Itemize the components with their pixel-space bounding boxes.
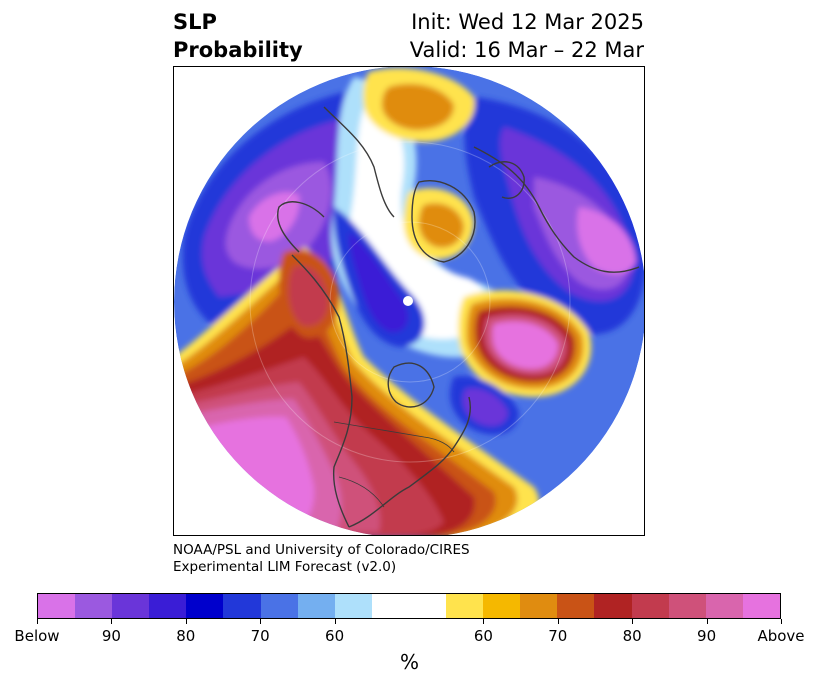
siberia-low-peak: [249, 192, 300, 242]
alaska-coast: [277, 201, 325, 253]
title-right: Init: Wed 12 Mar 2025 Valid: 16 Mar – 22…: [410, 8, 644, 64]
colorbar-tick-label: 80: [622, 627, 642, 645]
colorbar-tick: [334, 619, 336, 624]
colorbar-cell: [334, 594, 372, 618]
valid-range: Valid: 16 Mar – 22 Mar: [409, 38, 644, 62]
us-border: [333, 421, 455, 453]
colorbar-cell: [38, 594, 76, 618]
arctic-high-core: [382, 83, 454, 130]
colorbar-tick: [111, 619, 113, 624]
colorbar-tick-label: 60: [325, 627, 345, 645]
scandinavia-coast: [488, 161, 525, 199]
colorbar-cell: [408, 594, 447, 618]
title-left: SLP Probability: [173, 8, 303, 64]
mexico-border: [338, 476, 385, 508]
colorbar-tick-label: Above: [757, 627, 805, 645]
north-pole-marker: [403, 296, 413, 306]
colorbar-cell: [483, 594, 521, 618]
credit-line2: Experimental LIM Forecast (v2.0): [173, 559, 397, 575]
colorbar-tick-label: 70: [250, 627, 270, 645]
eurasia-coast: [323, 106, 395, 218]
labrador-low-core: [462, 388, 508, 427]
colorbar-unit-label: %: [399, 650, 419, 674]
credit: NOAA/PSL and University of Colorado/CIRE…: [173, 542, 470, 576]
colorbar-tick: [632, 619, 634, 624]
central-low-core: [348, 232, 409, 333]
colorbar-tick: [781, 619, 782, 624]
title-field: SLP: [173, 10, 217, 34]
colorbar-cell: [668, 594, 706, 618]
colorbar-tick: [260, 619, 262, 624]
colorbar-cell: [260, 594, 298, 618]
init-date: Init: Wed 12 Mar 2025: [411, 10, 644, 34]
colorbar-tick-label: 60: [473, 627, 493, 645]
colorbar-cell: [297, 594, 335, 618]
colorbar-tick: [706, 619, 708, 624]
atlantic-high-peak: [492, 321, 559, 369]
colorbar-cell: [557, 594, 595, 618]
colorbar-cell: [149, 594, 187, 618]
colorbar-cell: [705, 594, 743, 618]
credit-line1: NOAA/PSL and University of Colorado/CIRE…: [173, 542, 470, 558]
colorbar-tick: [557, 619, 559, 624]
pacific-high-peak: [182, 416, 315, 535]
colorbar-cell: [112, 594, 150, 618]
greenland-coast: [411, 180, 476, 263]
colorbar-cell: [186, 594, 224, 618]
title-field-subtitle: Probability: [173, 38, 303, 62]
colorbar-tick-label: 70: [548, 627, 568, 645]
colorbar-tick-label: 80: [176, 627, 196, 645]
east-coast: [348, 396, 471, 528]
coastlines: [277, 106, 640, 528]
greenland-high-core: [418, 203, 464, 248]
colorbar-ticks: Below 90 80 70 60 60 70 80 90 Above: [14, 619, 805, 649]
map-frame: [173, 66, 645, 536]
colorbar-cell: [742, 594, 780, 618]
colorbar-cell: [371, 594, 409, 618]
colorbar-cell: [75, 594, 113, 618]
colorbar-tick: [483, 619, 485, 624]
europe-low-peak: [577, 207, 636, 274]
europe-coast: [473, 146, 640, 273]
colorbar-cell: [223, 594, 261, 618]
colorbar-tick: [37, 619, 38, 624]
colorbar: [37, 593, 781, 619]
colorbar-cell: [594, 594, 632, 618]
colorbar-cell: [446, 594, 484, 618]
gulf-high-core: [288, 266, 329, 326]
colorbar-tick: [185, 619, 187, 624]
north-america-coast: [291, 254, 353, 528]
colorbar-tick-label: 90: [697, 627, 717, 645]
probability-map: [174, 67, 644, 535]
colorbar-cell: [520, 594, 558, 618]
colorbar-cell: [631, 594, 669, 618]
colorbar-tick-label: Below: [14, 627, 60, 645]
colorbar-tick-label: 90: [101, 627, 121, 645]
hudson-bay: [387, 362, 435, 408]
